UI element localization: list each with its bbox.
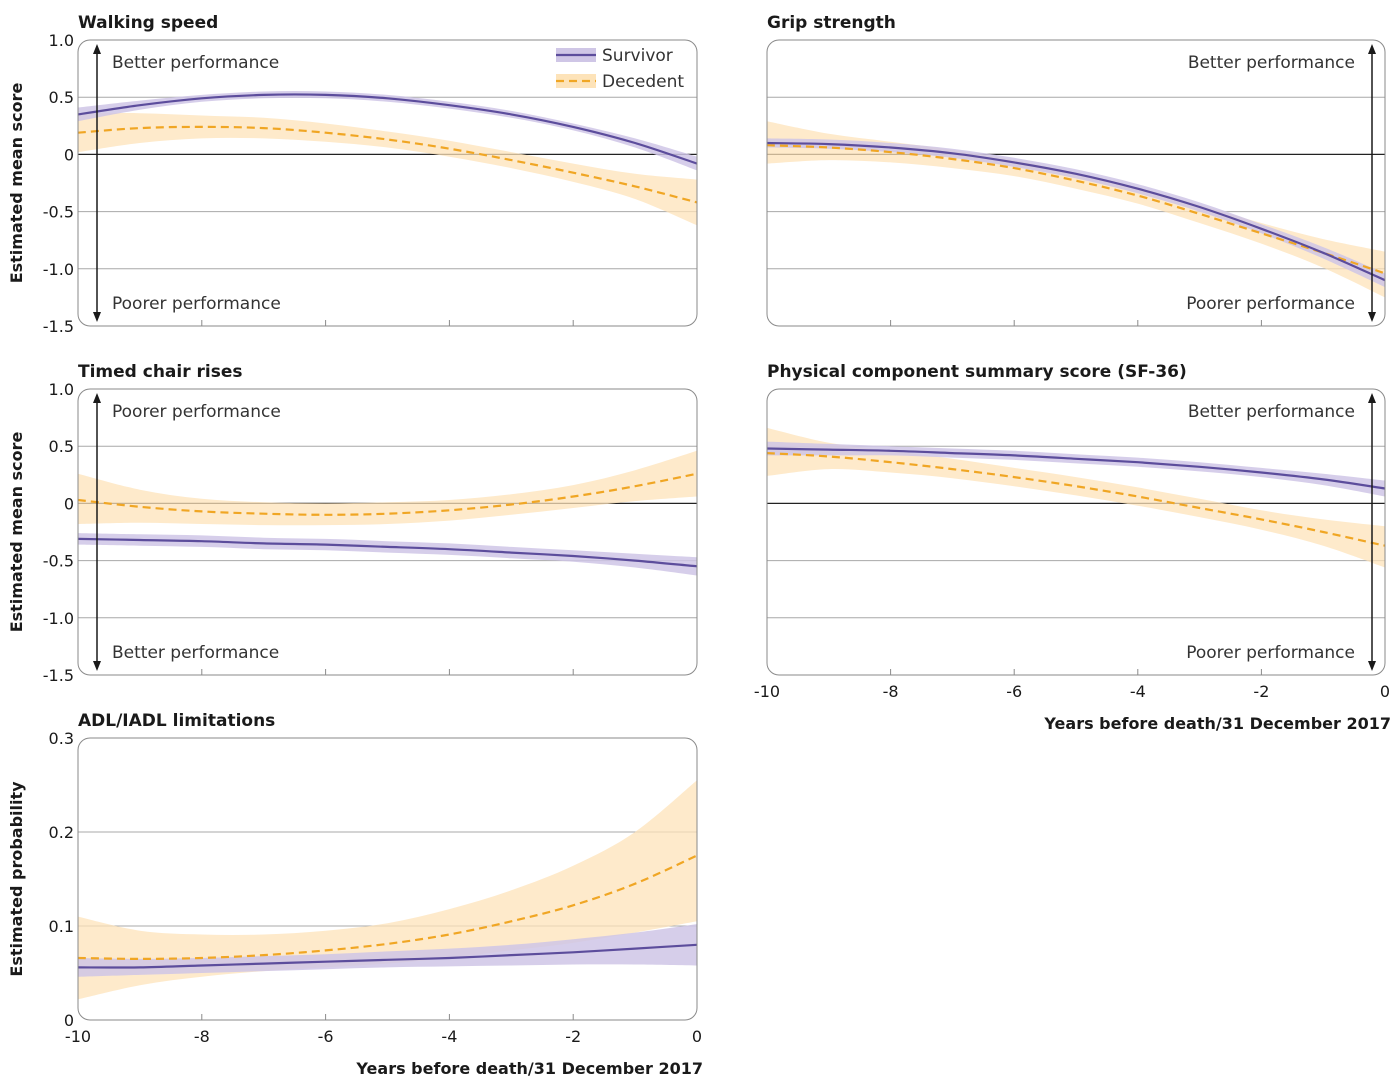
survivor-line	[78, 537, 697, 568]
survivor-ci-band	[767, 138, 1385, 288]
survivor-line	[78, 93, 697, 165]
y-axis-label: Estimated mean score	[7, 83, 26, 284]
decedent-line	[78, 854, 697, 961]
arrow-head-up	[1368, 393, 1376, 403]
performance-arrow	[1368, 44, 1376, 322]
annotation-top: Better performance	[1188, 53, 1355, 73]
survivor-line	[78, 943, 697, 969]
decedent-line	[767, 144, 1385, 275]
y-tick-label: 0.5	[49, 88, 74, 107]
y-tick-label: -1.0	[43, 260, 74, 279]
y-tick-label: 0.1	[49, 917, 74, 936]
plot-area	[78, 780, 697, 1000]
x-tick-label: -6	[318, 1027, 334, 1046]
x-tick-label: -4	[1130, 682, 1146, 701]
plot-area	[767, 121, 1385, 298]
chart-title: Timed chair rises	[78, 362, 243, 382]
performance-arrow	[1368, 393, 1376, 671]
annotation-top: Better performance	[112, 53, 279, 73]
y-tick-label: -1.5	[43, 666, 74, 685]
survivor-ci-band	[767, 441, 1385, 497]
decedent-ci-band	[78, 113, 697, 226]
panel-grip-strength: Grip strength Better performance Poorer pe…	[766, 13, 1386, 327]
x-tick-label: -4	[441, 1027, 457, 1046]
chart-title: ADL/IADL limitations	[78, 711, 275, 731]
survivor-line	[767, 141, 1385, 282]
plot-area	[78, 91, 697, 226]
performance-arrow	[93, 393, 101, 671]
x-axis-label: Years before death/31 December 2017	[1043, 714, 1391, 733]
y-tick-label: -1.0	[43, 609, 74, 628]
chart-title: Grip strength	[767, 13, 896, 33]
legend-decedent-label: Decedent	[602, 72, 684, 92]
x-tick-label: 0	[692, 1027, 702, 1046]
y-tick-label: 0.5	[49, 437, 74, 456]
plot-area	[78, 450, 697, 576]
plot-frame	[77, 737, 698, 1021]
annotation-bottom: Poorer performance	[1186, 294, 1355, 314]
y-tick-label: 0.3	[49, 729, 74, 748]
x-tick-label: -10	[65, 1027, 91, 1046]
y-tick-label: 0.2	[49, 823, 74, 842]
decedent-ci-band	[78, 450, 697, 526]
annotation-top: Better performance	[1188, 402, 1355, 422]
y-tick-label: -0.5	[43, 203, 74, 222]
legend-survivor-label: Survivor	[602, 46, 673, 66]
plot-frame	[77, 39, 698, 327]
y-axis-label: Estimated mean score	[7, 432, 26, 633]
survivor-line	[767, 447, 1385, 490]
x-tick-label: -6	[1006, 682, 1022, 701]
arrow-head-down	[93, 661, 101, 671]
annotation-bottom: Poorer performance	[1186, 643, 1355, 663]
chart-title: Walking speed	[78, 13, 218, 33]
x-tick-label: 0	[1380, 682, 1390, 701]
performance-arrow	[93, 44, 101, 322]
decedent-ci-band	[767, 427, 1385, 568]
y-tick-label: 0	[64, 1011, 74, 1030]
x-axis-label: Years before death/31 December 2017	[355, 1059, 703, 1078]
y-tick-label: -1.5	[43, 317, 74, 336]
decedent-line	[78, 125, 697, 204]
plot-frame	[77, 388, 698, 676]
decedent-line	[767, 452, 1385, 547]
decedent-line	[78, 472, 697, 516]
y-axis-label: Estimated probability	[7, 781, 26, 977]
annotation-top: Poorer performance	[112, 402, 281, 422]
arrow-head-down	[93, 312, 101, 322]
y-tick-label: 0	[64, 145, 74, 164]
legend: Survivor Decedent	[556, 46, 684, 92]
plot-area	[767, 427, 1385, 568]
y-tick-label: 0	[64, 494, 74, 513]
annotation-bottom: Better performance	[112, 643, 279, 663]
plot-frame	[766, 388, 1386, 676]
arrow-head-up	[93, 393, 101, 403]
arrow-head-down	[1368, 661, 1376, 671]
arrow-head-up	[93, 44, 101, 54]
y-tick-label: 1.0	[49, 31, 74, 50]
annotation-bottom: Poorer performance	[112, 294, 281, 314]
survivor-ci-band	[78, 533, 697, 576]
arrow-head-down	[1368, 312, 1376, 322]
plot-frame	[766, 39, 1386, 327]
x-tick-label: -10	[754, 682, 780, 701]
x-tick-label: -8	[194, 1027, 210, 1046]
x-tick-label: -2	[1253, 682, 1269, 701]
decedent-ci-band	[767, 121, 1385, 298]
arrow-head-up	[1368, 44, 1376, 54]
y-tick-label: 1.0	[49, 380, 74, 399]
chart-title: Physical component summary score (SF-36)	[767, 362, 1187, 382]
y-tick-label: -0.5	[43, 552, 74, 571]
panel-physical-component-summary: Physical component summary score (SF-36)…	[754, 362, 1391, 733]
x-tick-label: -2	[565, 1027, 581, 1046]
x-tick-label: -8	[883, 682, 899, 701]
